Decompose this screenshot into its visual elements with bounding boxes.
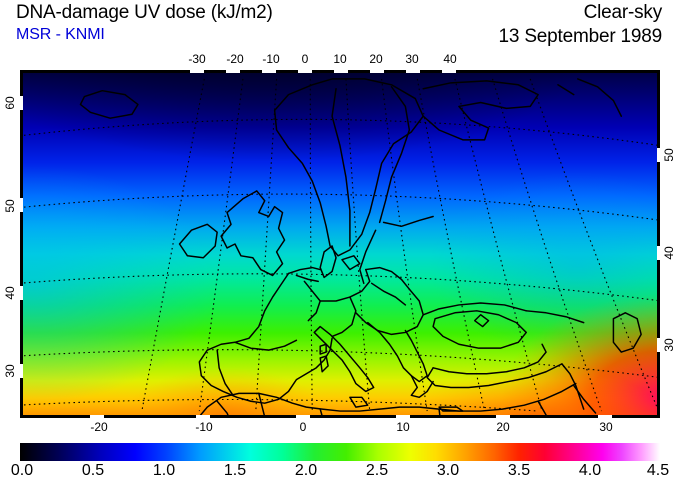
tick-bottom-1: -10 [195, 420, 213, 434]
tick-right-1: 40 [662, 246, 676, 260]
date-label: 13 September 1989 [498, 26, 663, 47]
colorbar-tick-0: 0.0 [10, 462, 34, 479]
graticule [23, 78, 657, 412]
tick-top-7: 40 [443, 52, 457, 66]
sky-condition-label: Clear-sky [583, 2, 663, 23]
colorbar-tick-9: 4.5 [646, 462, 670, 479]
colorbar [20, 443, 660, 461]
uv-dose-heatmap [23, 73, 657, 415]
tick-left-1: 50 [3, 199, 17, 213]
tick-bottom-2: 0 [299, 420, 307, 434]
colorbar-tick-5: 2.5 [365, 462, 389, 479]
tick-top-0: -30 [188, 52, 206, 66]
institute-label: MSR - KNMI [16, 26, 105, 43]
tick-bottom-3: 10 [396, 420, 410, 434]
tick-top-1: -20 [226, 52, 244, 66]
tick-bottom-4: 20 [496, 420, 510, 434]
map-frame [20, 70, 660, 418]
coastlines [79, 78, 642, 415]
colorbar-tick-6: 3.0 [436, 462, 460, 479]
tick-top-3: 0 [301, 52, 309, 66]
tick-left-3: 30 [3, 364, 17, 378]
colorbar-gradient [20, 443, 660, 461]
colorbar-tick-8: 4.0 [578, 462, 602, 479]
tick-left-2: 40 [3, 286, 17, 300]
tick-left-0: 60 [3, 96, 17, 110]
map-plot-area [20, 70, 660, 418]
tick-top-4: 10 [333, 52, 347, 66]
colorbar-tick-4: 2.0 [294, 462, 318, 479]
tick-bottom-0: -20 [90, 420, 108, 434]
colorbar-tick-1: 0.5 [81, 462, 105, 479]
colorbar-tick-3: 1.5 [223, 462, 247, 479]
page-title: DNA-damage UV dose (kJ/m2) [16, 2, 273, 23]
tick-bottom-5: 30 [599, 420, 613, 434]
tick-right-2: 30 [662, 338, 676, 352]
tick-right-0: 50 [662, 148, 676, 162]
tick-top-2: -10 [262, 52, 280, 66]
tick-top-5: 20 [369, 52, 383, 66]
colorbar-tick-7: 3.5 [507, 462, 531, 479]
tick-top-6: 30 [405, 52, 419, 66]
colorbar-tick-2: 1.0 [152, 462, 176, 479]
